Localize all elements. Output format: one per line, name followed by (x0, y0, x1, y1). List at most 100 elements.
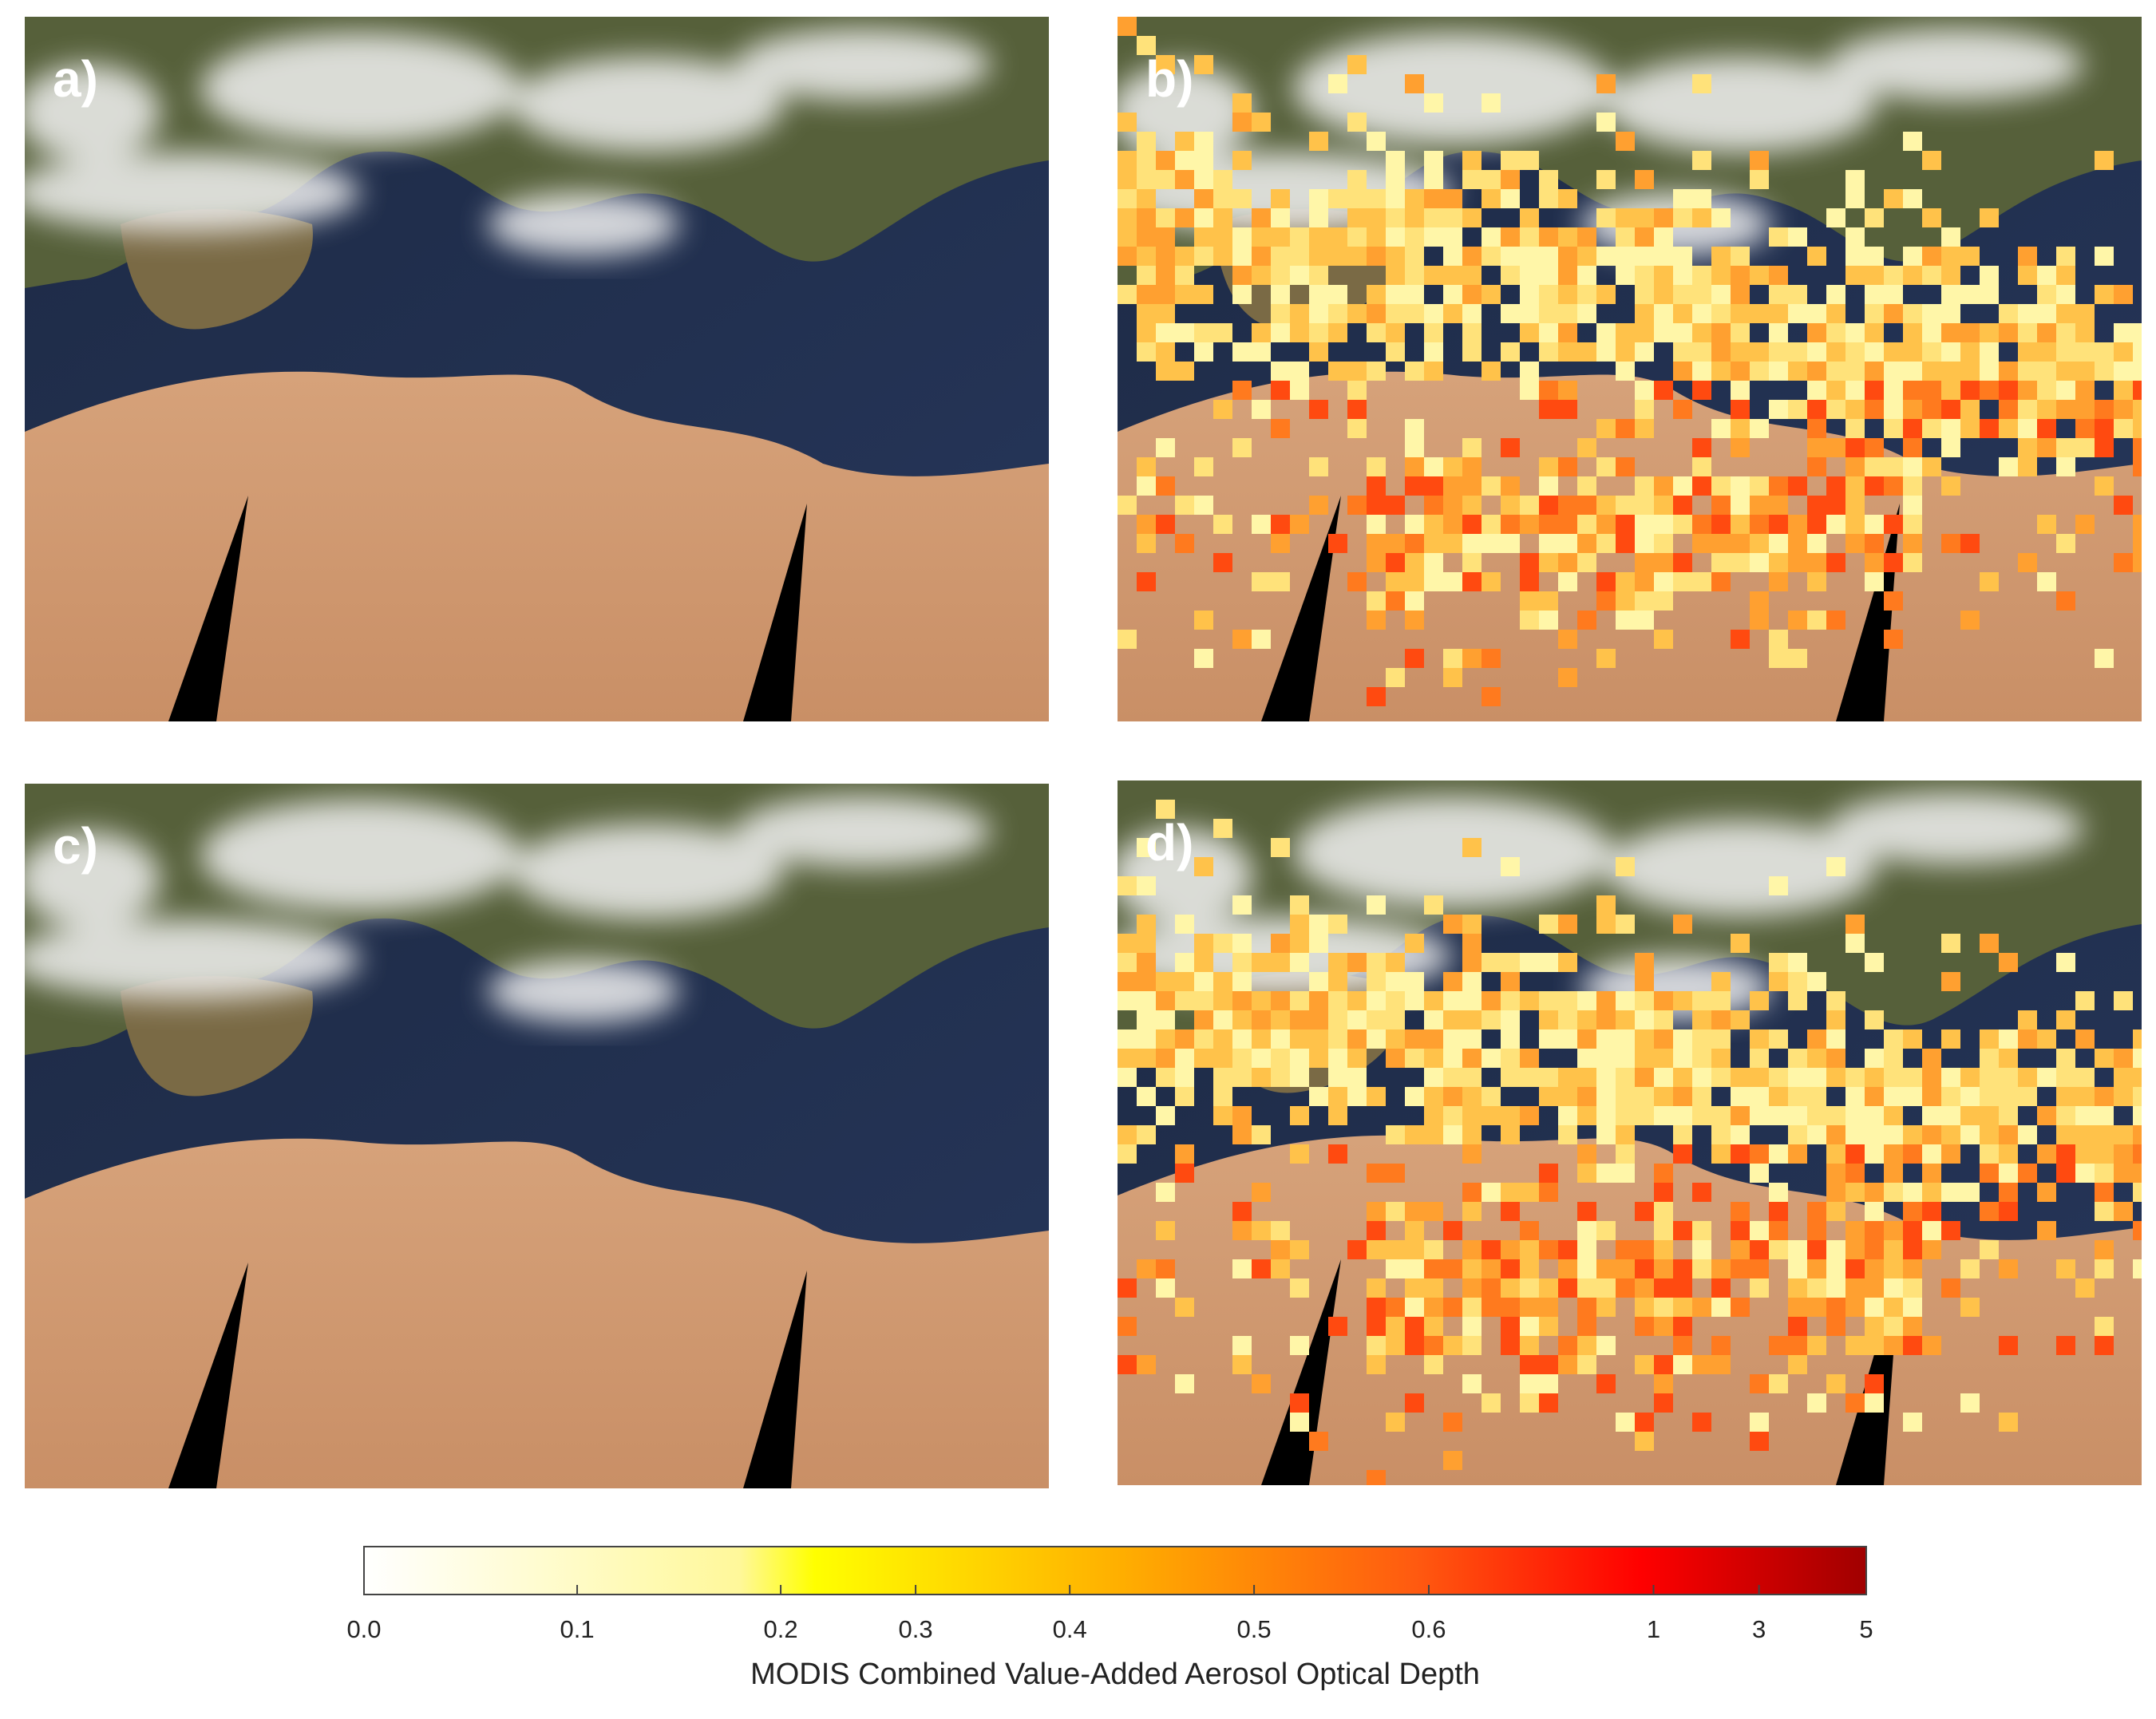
aod-pixel (1137, 285, 1156, 304)
aod-pixel (1807, 304, 1826, 323)
aod-pixel (1290, 1240, 1309, 1259)
aod-pixel (1137, 1259, 1156, 1278)
aod-pixel (1347, 1087, 1367, 1106)
aod-pixel (1558, 1336, 1577, 1355)
aod-pixel (1692, 534, 1711, 553)
aod-pixel (1405, 1240, 1424, 1259)
aod-pixel (1616, 1413, 1635, 1432)
aod-pixel (1118, 151, 1137, 170)
aod-pixel (2075, 1164, 2095, 1183)
aod-pixel (1347, 400, 1367, 419)
aod-pixel (1922, 1087, 1941, 1106)
aod-pixel (1175, 1164, 1194, 1183)
aod-pixel (1980, 342, 1999, 362)
aod-pixel (1386, 591, 1405, 611)
aod-pixel (1941, 1106, 1960, 1125)
aod-pixel (1367, 247, 1386, 266)
aod-pixel (1501, 857, 1520, 876)
aod-pixel (2133, 534, 2142, 553)
aod-pixel (1482, 1183, 1501, 1202)
aod-pixel (1232, 1049, 1252, 1068)
aod-pixel (1462, 1106, 1482, 1125)
aod-pixel (1424, 1010, 1443, 1029)
aod-pixel (1386, 668, 1405, 687)
aod-pixel (1156, 1259, 1175, 1278)
aod-pixel (1865, 1010, 1884, 1029)
aod-pixel (1750, 419, 1769, 438)
aod-pixel (1903, 534, 1922, 553)
aod-pixel (1903, 476, 1922, 496)
aod-pixel (1577, 1259, 1596, 1278)
aod-pixel (2037, 266, 2056, 285)
aod-pixel (1539, 1278, 1558, 1298)
aod-pixel (1558, 285, 1577, 304)
aod-pixel (1539, 1183, 1558, 1202)
aod-pixel (1807, 1298, 1826, 1317)
aod-pixel (1424, 151, 1443, 170)
aod-pixel (1482, 189, 1501, 208)
aod-pixel (2037, 1106, 2056, 1125)
aod-pixel (1443, 649, 1462, 668)
aod-pixel (2133, 381, 2142, 400)
aod-pixel (1539, 189, 1558, 208)
aod-pixel (1175, 362, 1194, 381)
aod-pixel (1845, 1106, 1865, 1125)
aod-pixel (1539, 915, 1558, 934)
aod-pixel (1807, 362, 1826, 381)
aod-pixel (1482, 476, 1501, 496)
aod-pixel (1922, 1240, 1941, 1259)
aod-pixel (1788, 611, 1807, 630)
aod-pixel (1673, 553, 1692, 572)
aod-pixel (2095, 247, 2114, 266)
aod-pixel (1194, 611, 1213, 630)
aod-pixel (1750, 1164, 1769, 1183)
aod-pixel (1845, 170, 1865, 189)
aod-pixel (1654, 1355, 1673, 1374)
aod-pixel (2037, 323, 2056, 342)
aod-pixel (1980, 381, 1999, 400)
aod-pixel (1194, 151, 1213, 170)
aod-pixel (1807, 1029, 1826, 1049)
aod-pixel (1999, 1106, 2018, 1125)
aod-pixel (1539, 1068, 1558, 1087)
aod-pixel (1903, 457, 1922, 476)
aod-pixel (2075, 1144, 2095, 1164)
aod-pixel (1309, 991, 1328, 1010)
aod-pixel (1520, 1221, 1539, 1240)
aod-pixel (1347, 1068, 1367, 1087)
aod-pixel (1328, 247, 1347, 266)
aod-pixel (1137, 572, 1156, 591)
aod-pixel (1290, 1393, 1309, 1413)
aod-pixel (1137, 170, 1156, 189)
aod-pixel (1807, 1259, 1826, 1278)
aod-pixel (1424, 1125, 1443, 1144)
aod-pixel (1309, 304, 1328, 323)
aod-pixel (1137, 457, 1156, 476)
aod-pixel (1232, 189, 1252, 208)
aod-pixel (1731, 1298, 1750, 1317)
aod-pixel (1175, 972, 1194, 991)
aod-pixel (1673, 208, 1692, 227)
aod-pixel (1271, 208, 1290, 227)
aod-pixel (1309, 1049, 1328, 1068)
aod-pixel (1826, 1278, 1845, 1298)
aod-pixel (1596, 1029, 1616, 1049)
aod-pixel (1807, 1202, 1826, 1221)
aod-pixel (1405, 74, 1424, 93)
aod-pixel (1769, 1240, 1788, 1259)
aod-pixel (1941, 266, 1960, 285)
aod-pixel (1539, 170, 1558, 189)
aod-pixel (1309, 189, 1328, 208)
aod-pixel (1577, 1049, 1596, 1068)
aod-pixel (1903, 362, 1922, 381)
aod-pixel (2133, 1144, 2142, 1164)
aod-pixel (1175, 1029, 1194, 1049)
aod-pixel (1175, 285, 1194, 304)
aod-pixel (1769, 1202, 1788, 1221)
aod-pixel (1903, 1125, 1922, 1144)
aod-pixel (2056, 381, 2075, 400)
aod-pixel (1520, 151, 1539, 170)
aod-pixel (1635, 304, 1654, 323)
aod-pixel (1692, 1240, 1711, 1259)
aod-pixel (1462, 1183, 1482, 1202)
